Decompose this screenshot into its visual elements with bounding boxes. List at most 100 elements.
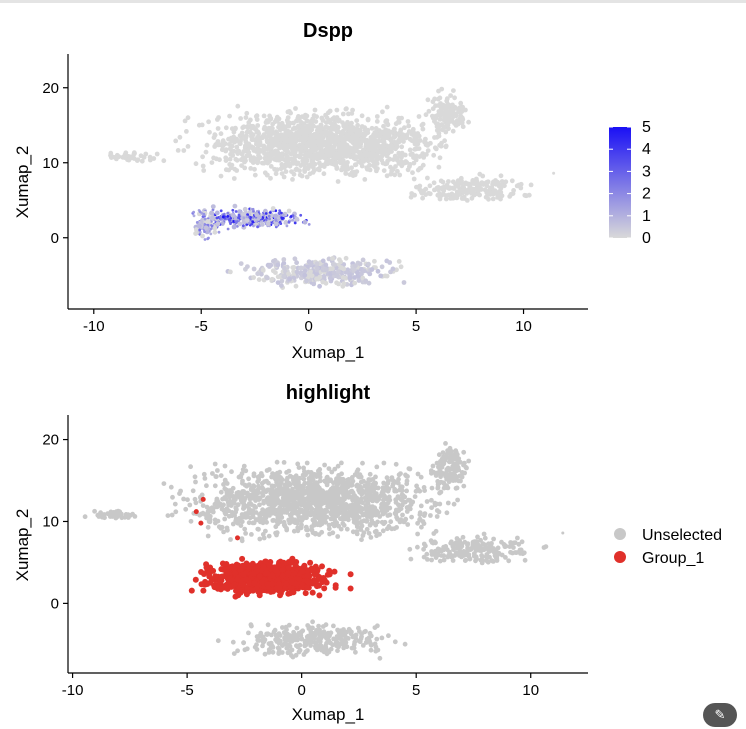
cell-point-unselected [449, 477, 455, 483]
cell-point [437, 196, 443, 202]
cell-point [268, 115, 273, 121]
cell-point-unselected [357, 629, 362, 634]
cell-point-unselected [441, 544, 446, 550]
cell-point-unselected [302, 512, 307, 518]
cell-point [347, 136, 353, 141]
cell-point [278, 166, 284, 172]
cell-point-unselected [459, 470, 465, 475]
cell-point-group-1 [321, 585, 328, 592]
cell-point-unselected [288, 648, 293, 653]
cell-point-unselected [294, 477, 299, 483]
cell-point [446, 126, 451, 132]
cell-point [514, 183, 520, 189]
cell-point [204, 142, 210, 148]
cell-point [314, 156, 320, 162]
cell-point-unselected [485, 559, 491, 565]
cell-point [341, 160, 346, 166]
cell-point-unselected [116, 513, 122, 518]
cell-point-unselected [400, 493, 406, 498]
cell-point-unselected [455, 497, 460, 503]
cell-point [410, 170, 415, 176]
cell-point-unselected [502, 544, 508, 550]
cell-point [217, 230, 221, 234]
cell-point-unselected [410, 499, 416, 505]
cell-point [201, 168, 207, 173]
cell-point [277, 121, 282, 127]
cell-point-unselected [187, 502, 193, 508]
cell-point [255, 271, 261, 277]
cell-point-unselected [393, 497, 399, 503]
cell-point-unselected [448, 540, 454, 546]
cell-point [391, 157, 396, 163]
cell-point-unselected [188, 518, 194, 524]
cell-point-unselected [470, 544, 475, 550]
cell-point [326, 141, 332, 146]
cell-point-unselected [326, 500, 332, 506]
cell-point [273, 171, 279, 177]
cell-point-unselected [398, 471, 403, 476]
cell-point-unselected [220, 496, 226, 502]
cell-point [433, 103, 438, 109]
cell-point-unselected [238, 473, 244, 479]
cell-point [240, 155, 246, 161]
cell-point [116, 154, 122, 160]
cell-point [331, 151, 337, 157]
cell-point [293, 106, 298, 111]
cell-point [336, 117, 342, 123]
cell-point [332, 262, 338, 267]
cell-point-unselected [354, 512, 360, 518]
cell-point [363, 141, 369, 147]
cell-point [237, 216, 240, 220]
cell-point-unselected [491, 536, 496, 542]
cell-point-unselected [273, 633, 279, 639]
cell-point [438, 108, 444, 113]
cell-point [212, 225, 218, 231]
cell-point [389, 149, 394, 154]
cell-point-unselected [330, 485, 336, 490]
cell-point [309, 273, 315, 279]
cell-point-unselected [272, 509, 277, 514]
cell-point-unselected [440, 450, 446, 455]
cell-point [246, 213, 250, 217]
cell-point-unselected [296, 514, 302, 519]
cell-point-unselected [223, 496, 229, 502]
cell-point-unselected [364, 517, 370, 523]
cell-point-unselected [356, 638, 362, 644]
cell-point-unselected [460, 534, 466, 540]
cell-point-unselected [344, 526, 350, 532]
cell-point-unselected [316, 485, 322, 491]
cell-point-unselected [274, 459, 280, 465]
cell-point [320, 152, 326, 158]
cell-point-unselected [461, 462, 466, 468]
cell-point [245, 215, 249, 219]
cell-point [264, 218, 268, 222]
cell-point-unselected [429, 557, 434, 563]
cell-point-unselected [96, 514, 102, 519]
cell-point [212, 229, 218, 235]
cell-point-unselected [432, 552, 438, 558]
cell-point-unselected [229, 469, 234, 475]
cell-point [220, 143, 226, 149]
cell-point [209, 232, 213, 236]
cell-point-unselected [357, 474, 362, 480]
cell-point-unselected [302, 480, 308, 486]
cell-point [323, 124, 328, 130]
cell-point [287, 120, 293, 126]
cell-point [300, 158, 306, 164]
cell-point-unselected [400, 512, 405, 518]
cell-point [474, 186, 480, 192]
cell-point-unselected [362, 629, 367, 635]
cell-point-unselected [222, 516, 228, 522]
cell-point-unselected [241, 640, 247, 646]
cell-point-unselected [352, 639, 358, 645]
cell-point [321, 130, 326, 136]
cell-point-unselected [386, 633, 391, 639]
cell-point [291, 120, 296, 126]
cell-point [288, 151, 294, 157]
cell-point [352, 156, 358, 162]
cell-point-unselected [435, 485, 441, 491]
cell-point-unselected [415, 471, 421, 477]
cell-point-unselected [310, 619, 315, 625]
cell-point [215, 142, 221, 148]
